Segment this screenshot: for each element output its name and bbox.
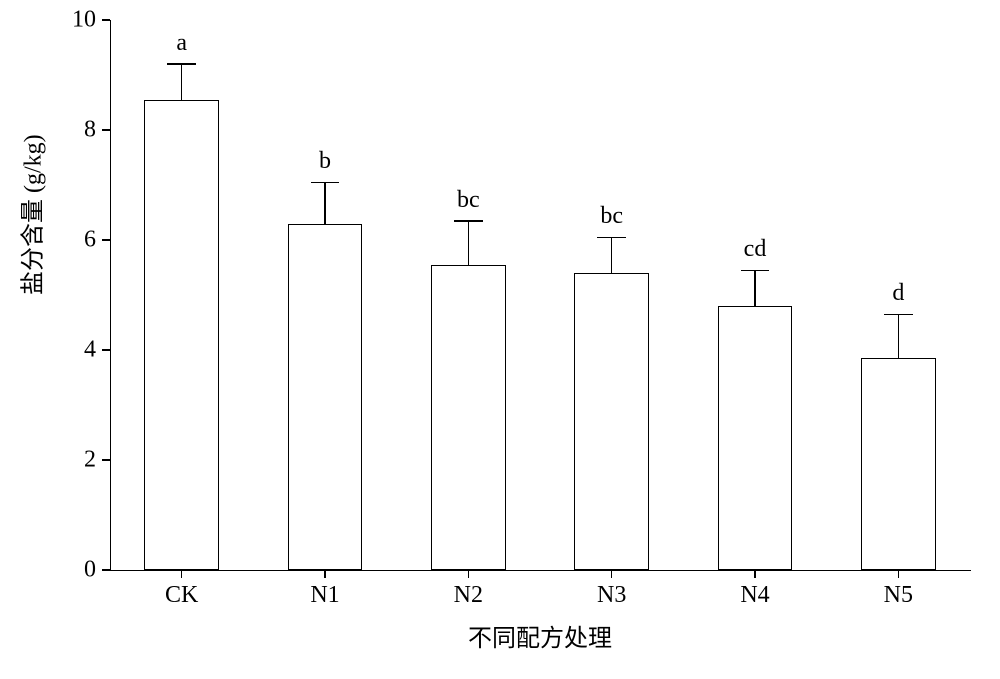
y-tick [102,129,110,131]
significance-label: d [892,280,904,307]
error-bar [611,237,613,273]
error-bar [898,314,900,358]
significance-label: bc [600,203,623,230]
error-cap [741,270,770,272]
y-tick-label: 2 [0,447,96,474]
y-tick-label: 8 [0,117,96,144]
bar [861,358,936,570]
y-tick-label: 0 [0,557,96,584]
y-tick-label: 4 [0,337,96,364]
error-cap [311,182,340,184]
x-tick-label: CK [165,582,198,609]
bar [574,273,649,570]
x-tick [468,570,470,578]
x-tick-label: N5 [884,582,913,609]
x-tick-label: N2 [454,582,483,609]
bar [288,224,363,571]
error-bar [181,64,183,100]
bar [144,100,219,570]
x-tick [898,570,900,578]
significance-label: b [319,148,331,175]
y-tick [102,19,110,21]
y-tick-label: 10 [0,7,96,34]
y-tick [102,239,110,241]
x-tick [754,570,756,578]
x-tick-label: N4 [740,582,769,609]
error-bar [324,182,326,223]
plot-area [110,20,971,571]
x-axis-label: 不同配方处理 [468,618,612,653]
x-tick-label: N1 [310,582,339,609]
error-bar [754,270,756,306]
x-tick [181,570,183,578]
error-cap [597,237,626,239]
significance-label: bc [457,187,480,214]
error-cap [884,314,913,316]
x-tick [611,570,613,578]
y-tick [102,569,110,571]
error-bar [468,221,470,265]
x-tick-label: N3 [597,582,626,609]
bar-chart: 盐分含量 (g/kg) 不同配方处理 0246810CKaN1bN2bcN3bc… [0,0,1000,679]
significance-label: a [176,30,187,57]
error-cap [167,63,196,65]
significance-label: cd [744,236,767,263]
y-tick-label: 6 [0,227,96,254]
bar [431,265,506,570]
error-cap [454,220,483,222]
y-tick [102,349,110,351]
bar [718,306,793,570]
x-tick [324,570,326,578]
y-tick [102,459,110,461]
